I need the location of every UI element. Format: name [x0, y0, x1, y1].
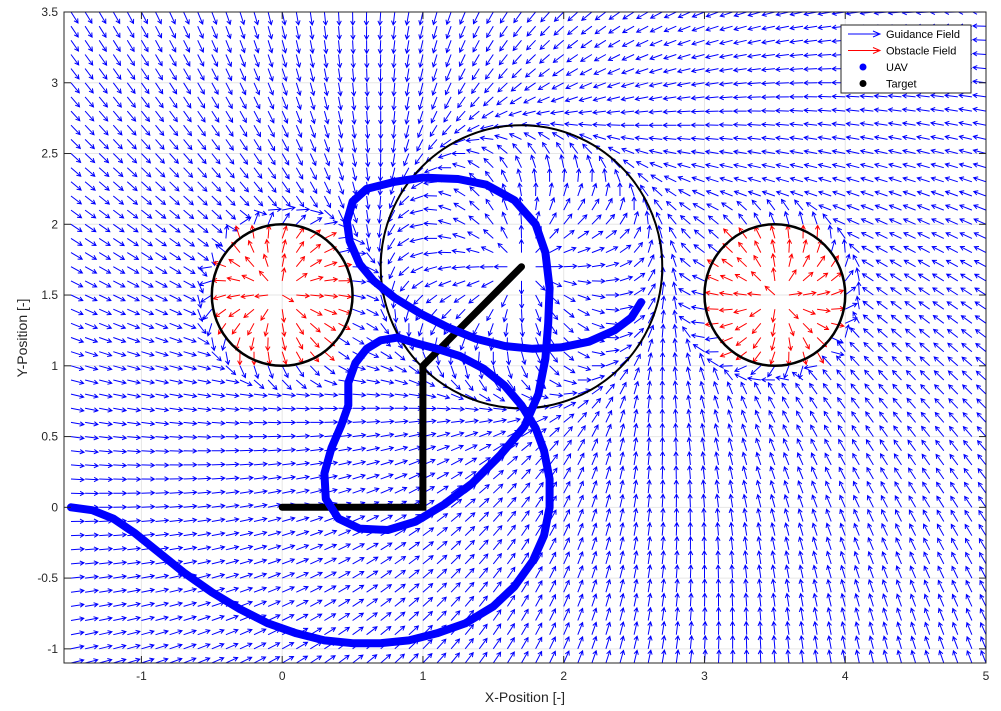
y-tick-label: 0 [51, 500, 58, 514]
x-tick-label: 4 [842, 669, 849, 683]
legend-label: UAV [886, 62, 908, 74]
y-tick-label: -0.5 [37, 571, 58, 585]
y-tick-label: 1.5 [41, 288, 58, 302]
x-tick-label: -1 [136, 669, 147, 683]
y-tick-label: 2.5 [41, 147, 58, 161]
legend-label: Target [886, 79, 917, 91]
obstacle-circle [210, 223, 354, 368]
uav-trajectory [67, 173, 646, 648]
obstacle-field-arrows [211, 224, 846, 366]
x-tick-label: 1 [420, 669, 427, 683]
legend-arrow-head [872, 30, 882, 38]
legend-arrow-head [872, 47, 882, 54]
legend[interactable]: Guidance Field Obstacle Field UAV Target [840, 24, 972, 94]
y-tick-label: -1 [47, 642, 58, 656]
x-axis-label: X-Position [-] [485, 689, 565, 705]
axis-ticks: -1 0 1 2 3 4 5 -1 -0.5 0 0.5 1 1.5 2 2.5 3 3.5 [37, 5, 989, 683]
y-tick-label: 3 [51, 76, 58, 90]
legend-label: Obstacle Field [886, 46, 956, 58]
plot-frame [63, 11, 987, 664]
x-tick-label: 5 [983, 669, 990, 683]
y-axis-label: Y-Position [-] [14, 299, 30, 378]
x-tick-label: 2 [560, 669, 567, 683]
paths [67, 173, 646, 648]
y-tick-label: 3.5 [41, 5, 58, 19]
y-tick-label: 0.5 [41, 430, 58, 444]
legend-marker [859, 80, 867, 87]
y-tick-label: 1 [51, 359, 58, 373]
y-tick-label: 2 [51, 217, 58, 231]
legend-label: Guidance Field [886, 29, 960, 41]
x-tick-label: 0 [279, 669, 286, 683]
target-path [278, 263, 525, 511]
obstacle-circle [703, 223, 847, 368]
legend-marker [859, 63, 867, 71]
x-tick-label: 3 [701, 669, 708, 683]
